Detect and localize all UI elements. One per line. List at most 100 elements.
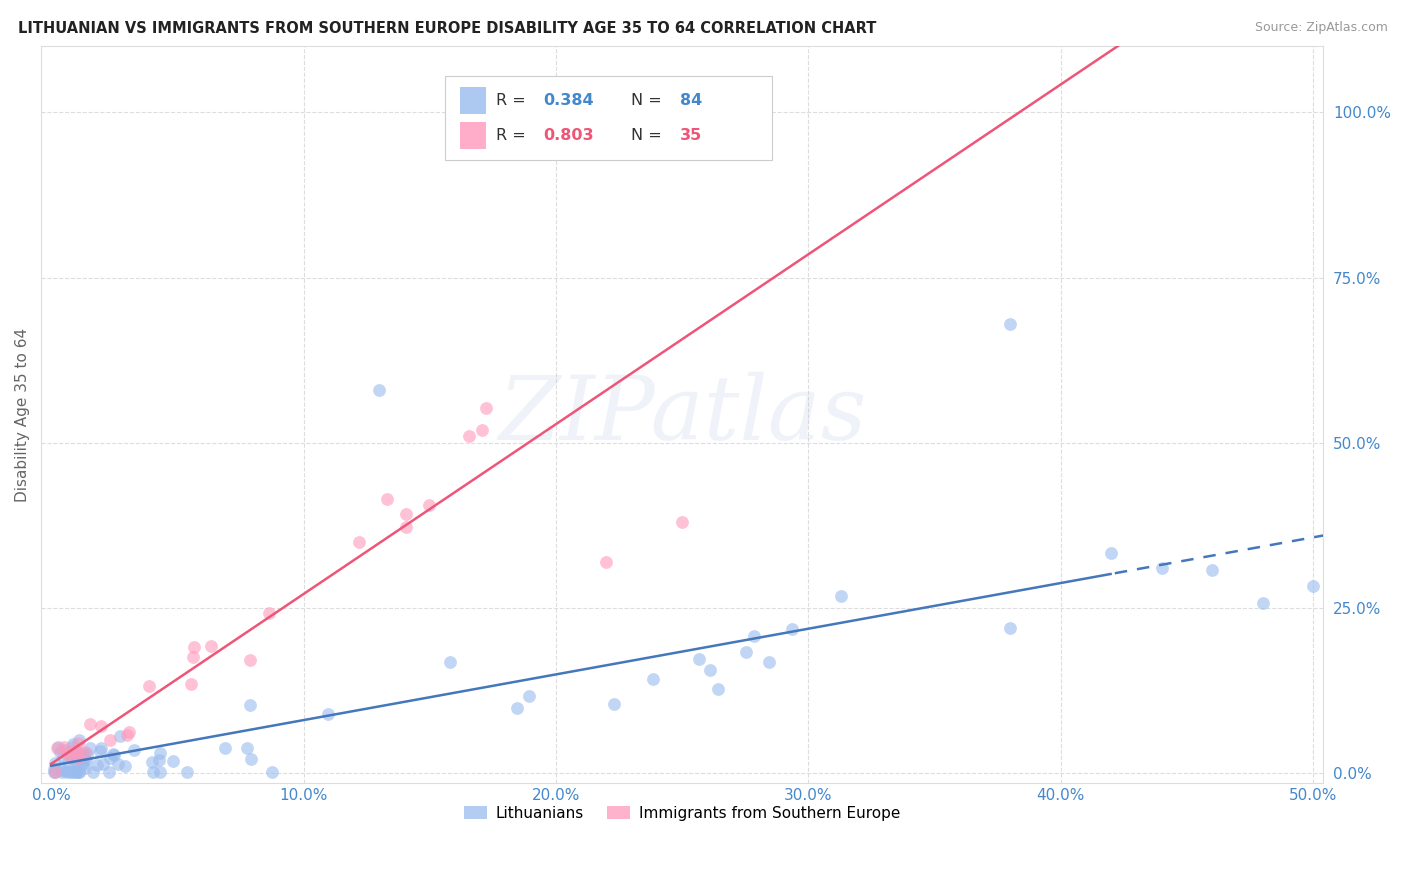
Point <box>782 622 804 636</box>
Point <box>517 690 540 704</box>
Y-axis label: Disability Age 35 to 64: Disability Age 35 to 64 <box>15 327 30 501</box>
Point <box>101 747 124 761</box>
Point <box>65 747 87 762</box>
Point <box>86 757 108 772</box>
Point <box>60 739 83 754</box>
Point <box>46 740 69 755</box>
Point <box>671 515 693 529</box>
Point <box>162 754 184 768</box>
Point <box>60 765 83 780</box>
Point <box>90 719 112 733</box>
Point <box>70 747 93 762</box>
Point <box>73 751 96 765</box>
Point <box>758 655 780 669</box>
Point <box>138 679 160 693</box>
Point <box>69 757 91 772</box>
Point <box>76 747 98 762</box>
FancyBboxPatch shape <box>444 76 772 161</box>
Point <box>107 757 129 772</box>
Point <box>214 740 236 755</box>
Text: 0.803: 0.803 <box>544 128 595 143</box>
Point <box>395 508 418 522</box>
Point <box>89 744 111 758</box>
Point <box>67 765 90 780</box>
Text: R =: R = <box>496 128 531 143</box>
Point <box>506 701 529 715</box>
Point <box>65 756 87 770</box>
Point <box>141 755 163 769</box>
Text: ZIPatlas: ZIPatlas <box>498 371 866 458</box>
Point <box>458 428 481 442</box>
Point <box>65 743 87 757</box>
Point <box>830 589 852 603</box>
Point <box>55 765 77 780</box>
Point <box>183 640 205 654</box>
Point <box>98 751 121 765</box>
Point <box>114 759 136 773</box>
Point <box>59 765 82 780</box>
Text: Source: ZipAtlas.com: Source: ZipAtlas.com <box>1254 21 1388 34</box>
Point <box>44 762 66 776</box>
Point <box>643 673 665 687</box>
Point <box>117 725 139 739</box>
Point <box>1099 546 1122 560</box>
Point <box>72 756 94 771</box>
Point <box>66 754 89 768</box>
Point <box>98 732 121 747</box>
Text: 84: 84 <box>679 94 702 108</box>
Point <box>58 748 80 763</box>
Point <box>699 663 721 677</box>
Point <box>1000 621 1022 635</box>
Point <box>257 606 280 620</box>
Text: 35: 35 <box>679 128 702 143</box>
Point <box>148 753 170 767</box>
Point <box>44 756 66 771</box>
Point <box>181 649 204 664</box>
Text: N =: N = <box>631 128 666 143</box>
Point <box>115 728 138 742</box>
Point <box>65 765 87 780</box>
Point <box>44 765 66 780</box>
Point <box>368 383 391 397</box>
Point <box>602 697 624 711</box>
Legend: Lithuanians, Immigrants from Southern Europe: Lithuanians, Immigrants from Southern Eu… <box>458 800 907 827</box>
Point <box>239 698 262 712</box>
Point <box>149 765 172 780</box>
Point <box>53 740 76 755</box>
Point <box>418 499 440 513</box>
Point <box>734 645 756 659</box>
Point <box>1150 560 1173 574</box>
Point <box>741 105 763 120</box>
Point <box>239 653 262 667</box>
Point <box>475 401 498 416</box>
Point <box>51 763 73 777</box>
Point <box>66 745 89 759</box>
Point <box>1000 317 1022 331</box>
Point <box>149 746 172 760</box>
Point <box>180 676 202 690</box>
Point <box>42 765 65 780</box>
Point <box>66 736 89 750</box>
Point <box>55 745 77 759</box>
Point <box>97 765 120 780</box>
Point <box>122 743 145 757</box>
Point <box>395 520 418 534</box>
Point <box>439 655 461 669</box>
Point <box>91 757 114 772</box>
Point <box>316 706 339 721</box>
Point <box>108 729 131 743</box>
Point <box>1353 573 1375 587</box>
Point <box>79 717 101 731</box>
Point <box>51 765 73 780</box>
Text: R =: R = <box>496 94 531 108</box>
Point <box>69 748 91 763</box>
Point <box>200 639 222 653</box>
Point <box>67 733 90 747</box>
Point <box>742 629 765 643</box>
Point <box>688 652 710 666</box>
Point <box>349 534 371 549</box>
Point <box>62 737 84 751</box>
Point <box>176 765 198 780</box>
Point <box>471 423 494 437</box>
Point <box>44 765 66 780</box>
